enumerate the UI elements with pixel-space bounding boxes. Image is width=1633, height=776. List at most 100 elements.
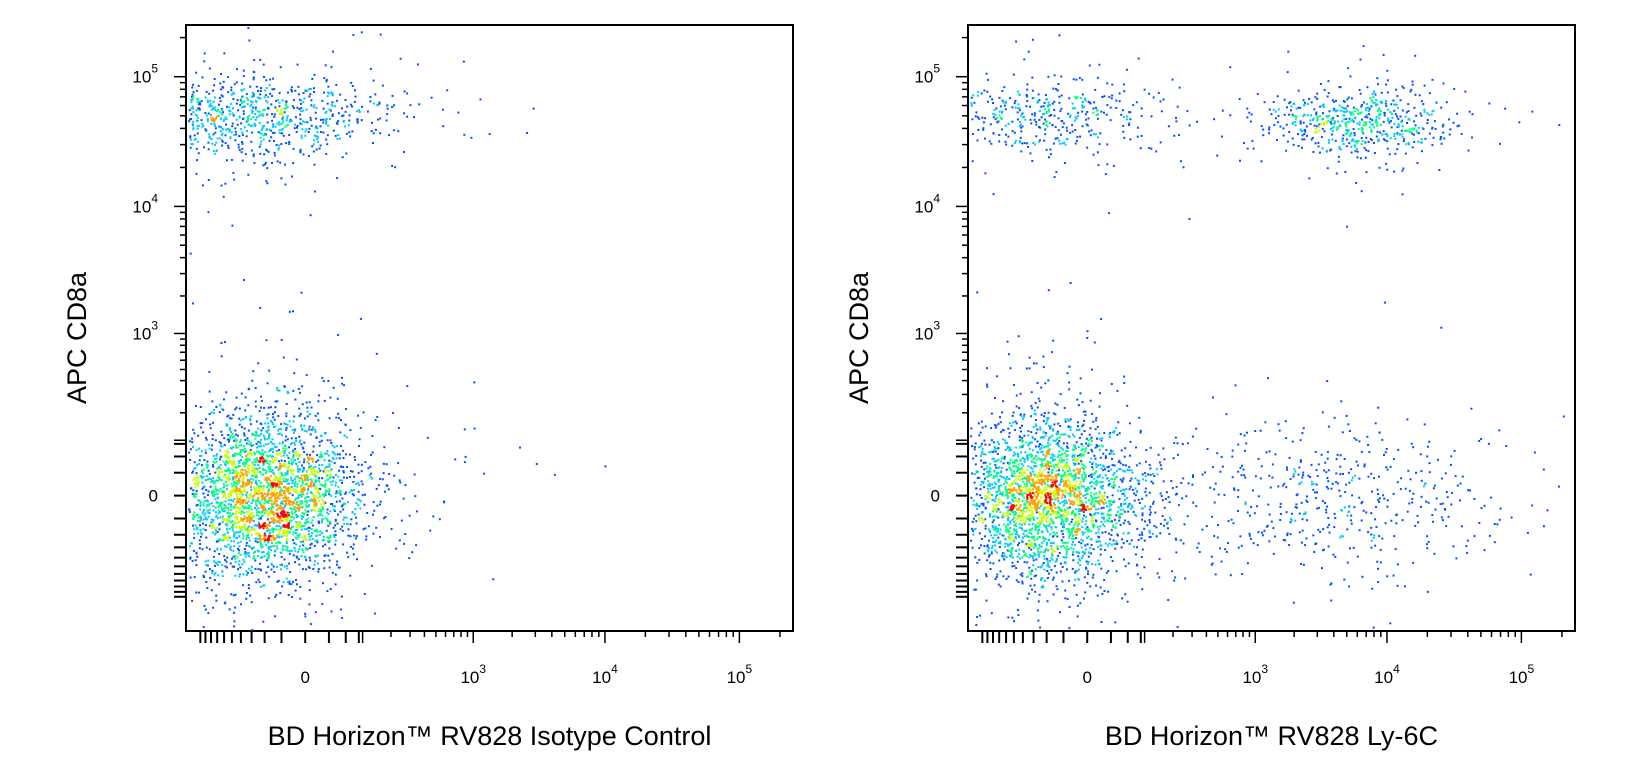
event-dot <box>284 519 287 522</box>
event-dot <box>313 544 316 547</box>
event-dot <box>1007 616 1010 619</box>
event-dot <box>335 500 338 503</box>
event-dot <box>285 447 288 450</box>
event-dot <box>1490 496 1493 499</box>
event-dot <box>262 444 265 447</box>
event-dot <box>251 112 254 115</box>
event-dot <box>202 501 205 504</box>
event-dot <box>200 517 202 520</box>
event-dot <box>1087 573 1089 575</box>
event-dot <box>1386 499 1389 502</box>
event-dot <box>341 525 344 528</box>
event-dot <box>1052 535 1055 538</box>
event-dot <box>230 431 233 434</box>
event-dot <box>248 514 250 517</box>
event-dot <box>227 535 230 538</box>
event-dot <box>1339 454 1342 457</box>
event-dot <box>195 564 198 567</box>
event-dot <box>262 427 265 429</box>
event-dot <box>313 163 316 166</box>
event-dot <box>327 85 330 88</box>
event-dot <box>282 513 285 516</box>
event-dot <box>276 400 279 403</box>
event-dot <box>300 517 303 520</box>
event-dot <box>1377 493 1380 495</box>
event-dot <box>1542 468 1545 471</box>
event-dot <box>310 99 313 102</box>
event-dot <box>322 484 324 487</box>
event-dot <box>344 99 347 101</box>
event-dot <box>260 399 263 402</box>
event-dot <box>214 457 217 460</box>
event-dot <box>238 472 241 475</box>
event-dot <box>1172 457 1175 460</box>
event-dot <box>219 82 222 85</box>
event-dot <box>207 141 210 144</box>
event-dot <box>988 140 991 143</box>
event-dot <box>1333 416 1336 419</box>
event-dot <box>338 453 341 456</box>
event-dot <box>330 503 332 505</box>
event-dot <box>220 471 223 474</box>
event-dot <box>271 458 274 461</box>
event-dot <box>1221 109 1224 112</box>
event-dot <box>328 108 331 111</box>
event-dot <box>245 570 248 572</box>
event-dot <box>247 467 250 470</box>
event-dot <box>1220 560 1223 563</box>
event-dot <box>211 438 214 441</box>
event-dot <box>201 76 204 79</box>
event-dot <box>1406 418 1409 421</box>
event-dot <box>350 518 353 521</box>
event-dot <box>1111 560 1114 562</box>
event-dot <box>1089 427 1092 430</box>
event-dot <box>1080 542 1083 545</box>
event-dot <box>356 121 359 124</box>
event-dot <box>1128 488 1131 491</box>
event-dot <box>1118 92 1121 95</box>
event-dot <box>1019 392 1022 395</box>
event-dot <box>1155 150 1158 153</box>
event-dot <box>470 136 473 139</box>
event-dot <box>342 120 345 123</box>
event-dot <box>214 498 217 501</box>
event-dot <box>256 110 259 113</box>
event-dot <box>333 453 336 456</box>
event-dot <box>349 429 352 432</box>
event-dot <box>297 526 300 529</box>
event-dot <box>1326 526 1329 529</box>
event-dot <box>229 547 232 550</box>
event-dot <box>331 480 334 483</box>
event-dot <box>1114 547 1117 550</box>
event-dot <box>222 493 225 496</box>
event-dot <box>1557 485 1560 488</box>
event-dot <box>1404 585 1406 588</box>
event-dot <box>406 92 409 95</box>
event-dot <box>285 513 288 516</box>
event-dot <box>300 99 303 102</box>
event-dot <box>255 433 258 435</box>
event-dot <box>278 121 281 124</box>
event-dot <box>349 470 352 473</box>
event-dot <box>1078 76 1081 79</box>
event-dot <box>229 545 232 548</box>
event-dot <box>207 148 210 151</box>
event-dot <box>241 563 244 566</box>
event-dot <box>973 517 975 520</box>
event-dot <box>267 429 270 432</box>
event-dot <box>267 489 270 492</box>
event-dot <box>329 396 332 399</box>
event-dot <box>259 568 262 571</box>
event-dot <box>1157 91 1160 94</box>
event-dot <box>282 535 285 537</box>
event-dot <box>282 480 285 483</box>
event-dot <box>244 473 247 476</box>
event-dot <box>231 472 234 474</box>
event-dot <box>266 182 269 185</box>
event-dot <box>1299 439 1302 442</box>
event-dot <box>996 453 999 455</box>
event-dot <box>362 411 365 414</box>
event-dot <box>283 111 286 114</box>
event-dot <box>253 524 256 527</box>
event-dot <box>1108 482 1111 485</box>
